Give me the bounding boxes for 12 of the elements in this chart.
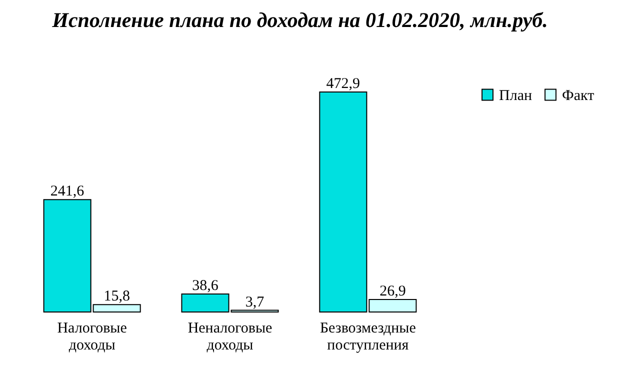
x-tick-label: Налоговые доходы <box>57 320 128 354</box>
data-label: 15,8 <box>104 288 130 305</box>
data-label: 241,6 <box>50 184 85 200</box>
x-tick-label: Неналоговые доходы <box>188 320 273 354</box>
chart-title: Исполнение плана по доходам на 01.02.2020, млн.руб. <box>51 8 548 32</box>
data-label: 26,9 <box>380 283 406 300</box>
legend-label: Факт <box>562 88 595 104</box>
data-label: 472,9 <box>326 76 360 92</box>
x-tick-label: Безвозмездные поступления <box>320 320 416 354</box>
data-label: 3,7 <box>245 294 265 310</box>
data-label: 38,6 <box>192 278 219 294</box>
legend-label: План <box>499 88 532 104</box>
